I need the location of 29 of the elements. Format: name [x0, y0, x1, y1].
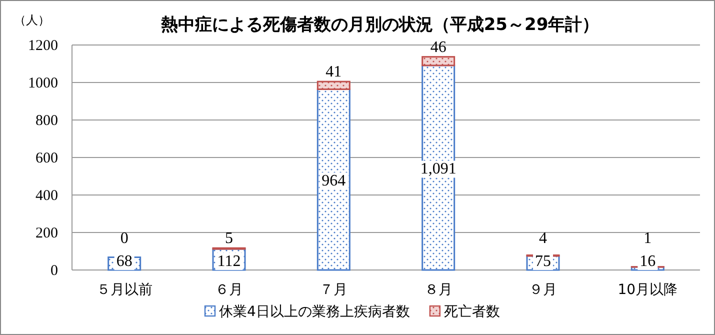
data-label: 1: [644, 230, 652, 247]
legend-label: 休業4日以上の業務上疾病者数: [219, 304, 410, 320]
data-label: 75: [535, 253, 551, 270]
data-label: 0: [120, 230, 128, 247]
x-tick-label: ８月: [424, 282, 452, 298]
data-label: 68: [116, 253, 132, 270]
x-tick-label: ７月: [320, 282, 348, 298]
data-label: 964: [322, 172, 346, 190]
data-label: 16: [640, 253, 656, 270]
y-tick-label: 1000: [28, 76, 58, 92]
y-tick-label: 800: [36, 113, 58, 129]
x-tick-label: 10月以降: [618, 282, 678, 298]
y-axis-title: （人）: [14, 13, 50, 27]
y-tick-label: 600: [36, 150, 58, 166]
y-tick-label: 1200: [28, 38, 58, 54]
data-label: 112: [217, 253, 241, 270]
y-tick-label: 200: [36, 226, 58, 242]
data-label: 41: [326, 64, 342, 81]
x-tick-label: ６月: [215, 282, 243, 298]
data-label: 1,091: [420, 160, 456, 178]
data-label: 46: [430, 38, 446, 56]
y-tick-label: 0: [50, 263, 58, 279]
y-tick-label: 400: [36, 188, 58, 204]
chart-title: 熱中症による死傷者数の月別の状況（平成25～29年計）: [160, 15, 600, 35]
x-tick-label: ５月以前: [96, 282, 152, 298]
x-tick-label: ９月: [529, 282, 557, 298]
data-label: 4: [539, 230, 547, 247]
data-label: 5: [225, 230, 233, 247]
legend-label: 死亡者数: [444, 304, 500, 320]
